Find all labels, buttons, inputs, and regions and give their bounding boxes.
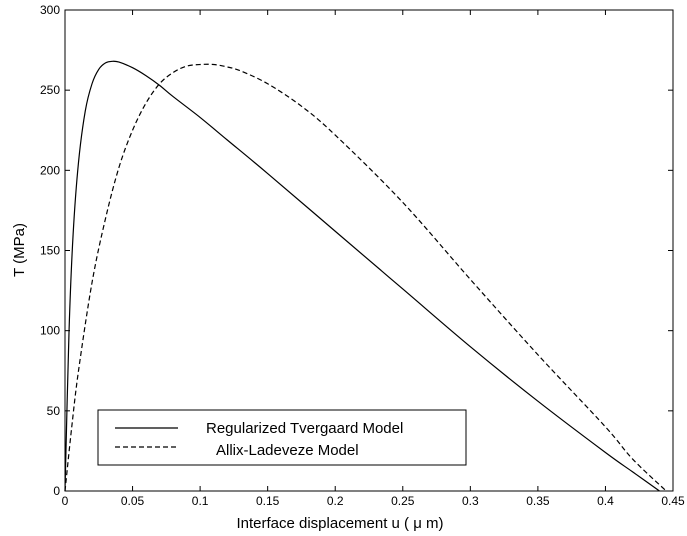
y-tick-label: 0 (53, 484, 60, 498)
y-tick-label: 250 (40, 83, 60, 97)
y-tick-label: 100 (40, 324, 60, 338)
series-layer (64, 60, 667, 492)
series-line-tvergaard (64, 60, 660, 492)
y-axis-ticks: 0 50 100 150 200 250 300 (40, 3, 673, 498)
x-tick-label: 0 (62, 494, 69, 508)
x-tick-label: 0.4 (597, 494, 614, 508)
y-tick-label: 50 (47, 404, 61, 418)
legend-label-tvergaard: Regularized Tvergaard Model (206, 420, 403, 437)
series-line-allix-ladeveze (64, 63, 667, 492)
x-tick-label: 0.15 (256, 494, 280, 508)
x-tick-label: 0.3 (462, 494, 479, 508)
y-tick-label: 150 (40, 244, 60, 258)
y-tick-label: 300 (40, 3, 60, 17)
legend-label-allix: Allix-Ladeveze Model (216, 442, 359, 459)
x-axis-title: Interface displacement u ( μ m) (236, 515, 443, 532)
legend-box (97, 409, 467, 466)
y-tick-label: 200 (40, 163, 60, 177)
legend: Regularized Tvergaard Model Allix-Ladeve… (97, 409, 467, 466)
x-tick-label: 0.25 (391, 494, 415, 508)
y-axis-title: T (MPa) (11, 223, 28, 277)
x-tick-label: 0.35 (526, 494, 550, 508)
x-tick-label: 0.05 (121, 494, 145, 508)
x-tick-label: 0.1 (192, 494, 209, 508)
x-tick-label: 0.45 (661, 494, 685, 508)
x-tick-label: 0.2 (327, 494, 344, 508)
x-axis-ticks: 0 0.05 0.1 0.15 0.2 0.25 0.3 0.35 0.4 0.45 (62, 10, 685, 508)
